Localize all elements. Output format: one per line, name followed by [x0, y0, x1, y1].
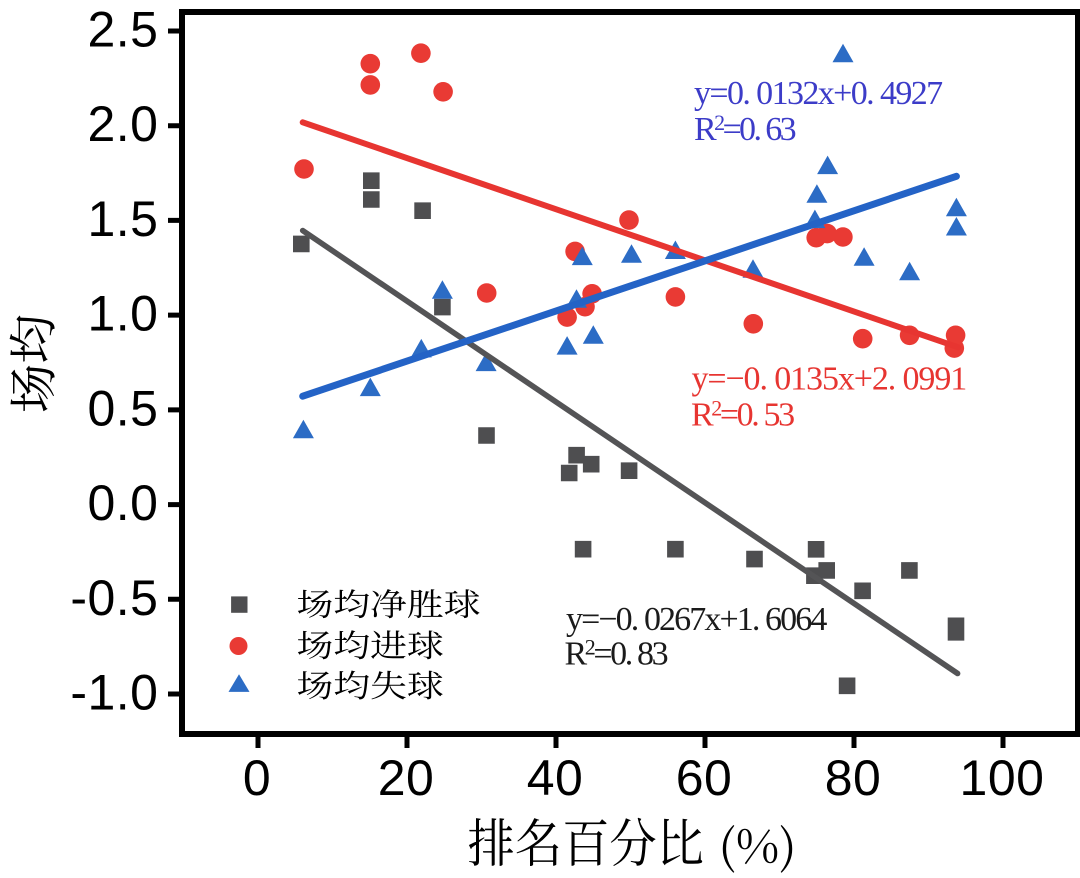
svg-text:100: 100: [960, 750, 1045, 806]
svg-text:2.0: 2.0: [87, 96, 158, 152]
svg-text:R2=0. 53: R2=0. 53: [691, 396, 794, 434]
svg-text:2.5: 2.5: [87, 2, 158, 58]
svg-text:-0.5: -0.5: [70, 570, 158, 626]
svg-text:0: 0: [243, 750, 271, 806]
svg-text:0.0: 0.0: [87, 475, 158, 531]
svg-text:0.5: 0.5: [87, 380, 158, 436]
svg-text:1.0: 1.0: [87, 286, 158, 342]
svg-text:R2=0. 63: R2=0. 63: [694, 110, 796, 148]
svg-text:y=0. 0132x+0. 4927: y=0. 0132x+0. 4927: [694, 75, 943, 112]
svg-text:y=−0. 0267x+1. 6064: y=−0. 0267x+1. 6064: [566, 601, 827, 638]
svg-text:R2=0. 83: R2=0. 83: [565, 635, 668, 673]
svg-text:1.5: 1.5: [87, 191, 158, 247]
svg-text:-1.0: -1.0: [70, 665, 158, 721]
svg-text:60: 60: [676, 750, 733, 806]
svg-text:80: 80: [825, 750, 882, 806]
svg-text:40: 40: [527, 750, 584, 806]
svg-text:20: 20: [378, 750, 435, 806]
svg-text:y=−0. 0135x+2. 0991: y=−0. 0135x+2. 0991: [692, 361, 967, 398]
